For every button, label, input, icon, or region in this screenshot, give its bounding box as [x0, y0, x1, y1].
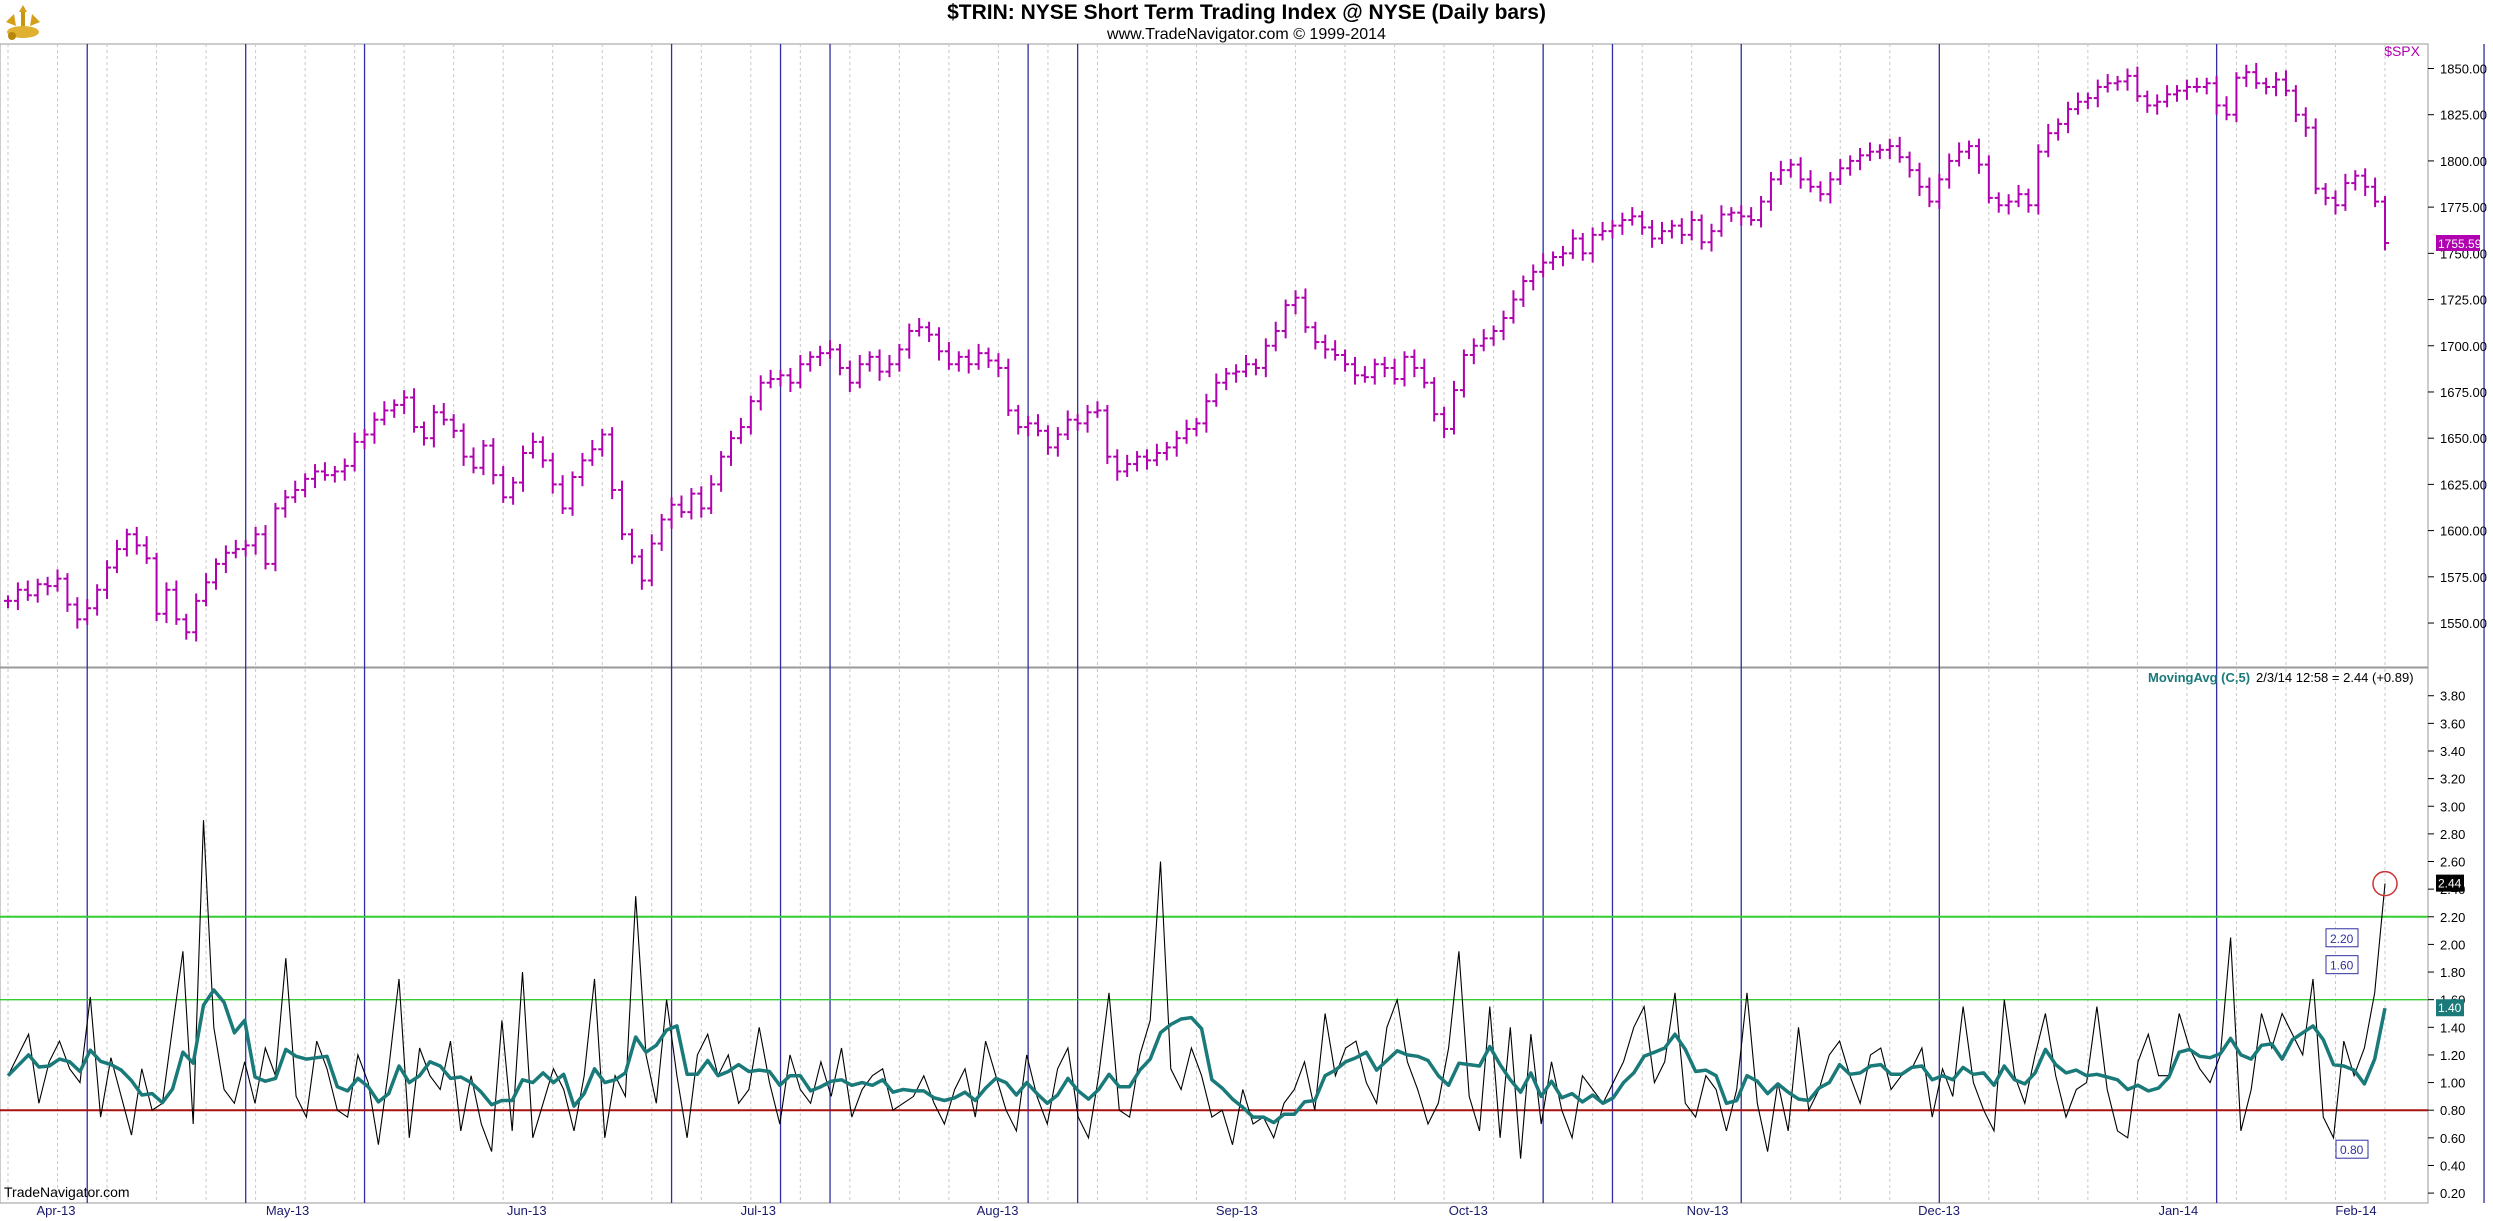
x-tick-label: Dec-13 [1918, 1203, 1960, 1218]
moving-avg-info-label: MovingAvg (C,5) [2148, 670, 2250, 685]
ma-last-value-box [2436, 999, 2464, 1017]
trin-y-tick-label: 3.60 [2440, 716, 2465, 731]
spx-y-tick-label: 1675.00 [2440, 385, 2487, 400]
x-tick-label: Apr-13 [36, 1203, 75, 1218]
signal-lines [86, 44, 2485, 1203]
trin-y-tick-label: 3.40 [2440, 744, 2465, 759]
x-tick-label: Aug-13 [977, 1203, 1019, 1218]
trin-moving-avg-line [6, 988, 2387, 1125]
threshold-lines [0, 915, 2428, 1112]
trin-y-tick-label: 0.40 [2440, 1158, 2465, 1173]
threshold-label-box [2325, 928, 2359, 948]
threshold-label: 1.60 [2330, 959, 2354, 973]
spx-y-tick-label: 1825.00 [2440, 108, 2487, 123]
x-tick-label: Sep-13 [1216, 1203, 1258, 1218]
trin-y-tick-label: 1.00 [2440, 1076, 2465, 1091]
trin-last-value-box [2436, 874, 2464, 892]
x-tick-label: Jun-13 [507, 1203, 547, 1218]
trin-y-tick-label: 3.00 [2440, 799, 2465, 814]
trin-y-tick-label: 0.80 [2440, 1103, 2465, 1118]
trin-last-value-label: 2.44 [2438, 877, 2462, 891]
trin-y-tick-label: 2.80 [2440, 827, 2465, 842]
spx-y-tick-label: 1575.00 [2440, 570, 2487, 585]
trin-y-tick-label: 3.20 [2440, 772, 2465, 787]
threshold-label: 2.20 [2330, 932, 2354, 946]
x-tick-label: Feb-14 [2335, 1203, 2376, 1218]
spx-y-tick-label: 1600.00 [2440, 524, 2487, 539]
x-tick-label: Jul-13 [741, 1203, 776, 1218]
threshold-label: 0.80 [2340, 1143, 2364, 1157]
axis-labels: 1550.00 1575.00 1600.00 1625.00 1650.00 1675.… [36, 61, 2487, 1218]
trin-y-tick-label: 1.40 [2440, 1020, 2465, 1035]
threshold-label-box [2335, 1139, 2369, 1159]
spx-y-tick-label: 1700.00 [2440, 339, 2487, 354]
spx-y-tick-label: 1775.00 [2440, 200, 2487, 215]
trin-y-tick-label: 1.20 [2440, 1048, 2465, 1063]
moving-avg-info-value: 2/3/14 12:58 = 2.44 (+0.89) [2256, 670, 2414, 685]
x-tick-label: Nov-13 [1687, 1203, 1729, 1218]
trin-y-tick-label: 3.80 [2440, 689, 2465, 704]
spx-y-tick-label: 1850.00 [2440, 61, 2487, 76]
trin-y-tick-label: 0.20 [2440, 1186, 2465, 1201]
threshold-label-box [2325, 955, 2359, 975]
x-tick-label: Jan-14 [2158, 1203, 2198, 1218]
chart-title: $TRIN: NYSE Short Term Trading Index @ N… [947, 1, 1546, 24]
trin-y-tick-label: 0.60 [2440, 1131, 2465, 1146]
spx-y-tick-label: 1650.00 [2440, 431, 2487, 446]
trin-y-tick-label: 2.60 [2440, 855, 2465, 870]
x-tick-label: Oct-13 [1449, 1203, 1488, 1218]
spx-y-tick-label: 1625.00 [2440, 477, 2487, 492]
chart-annotations: $SPX 1755.59 MovingAvg (C,5) 2/3/14 12:58 =… [2148, 43, 2482, 1159]
spx-price-bars [4, 62, 2389, 642]
chart-subtitle: www.TradeNavigator.com © 1999-2014 [1107, 26, 1386, 43]
trade-navigator-logo-icon [2, 2, 44, 42]
trin-raw-line [7, 820, 2386, 1159]
spx-series-name: $SPX [2384, 43, 2420, 59]
spx-y-tick-label: 1550.00 [2440, 616, 2487, 631]
spx-last-value-label: 1755.59 [2438, 237, 2482, 251]
trin-y-tick-label: 2.00 [2440, 937, 2465, 952]
ma-last-value-label: 1.40 [2438, 1001, 2462, 1015]
spx-y-tick-label: 1725.00 [2440, 293, 2487, 308]
trin-y-tick-label: 1.80 [2440, 965, 2465, 980]
trin-y-tick-label: 2.20 [2440, 910, 2465, 925]
spx-y-tick-label: 1800.00 [2440, 154, 2487, 169]
trin-lines [6, 820, 2387, 1159]
highlight-circle [2372, 870, 2398, 897]
spx-last-value-box [2436, 235, 2480, 252]
x-tick-label: May-13 [266, 1203, 309, 1218]
watermark: TradeNavigator.com [4, 1184, 130, 1200]
